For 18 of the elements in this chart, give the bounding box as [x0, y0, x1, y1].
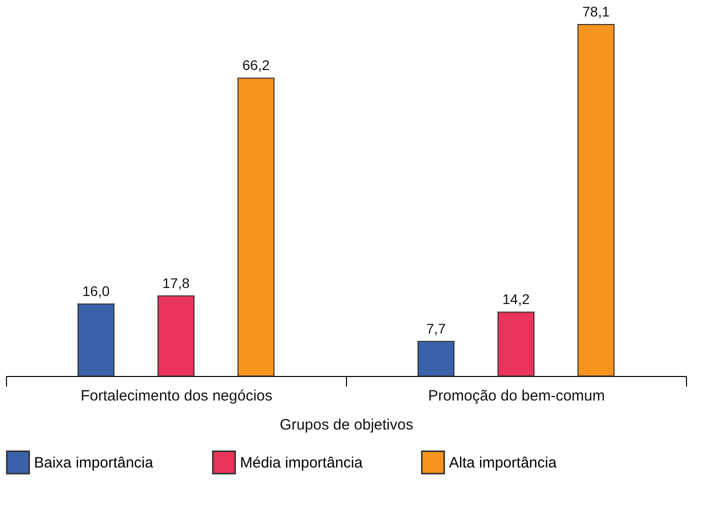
data-label: 66,2 — [242, 57, 270, 74]
x-tick-label: Promoção do bem-comum — [428, 388, 605, 404]
x-tick-label: Fortalecimento dos negócios — [80, 388, 272, 404]
legend-label: Alta importância — [449, 454, 558, 472]
data-label: 14,2 — [502, 291, 530, 308]
x-axis-title: Grupos de objetivos — [280, 416, 414, 434]
data-label: 78,1 — [582, 4, 610, 20]
bar — [578, 24, 614, 376]
bar — [238, 78, 274, 376]
bar — [498, 312, 534, 376]
bar — [78, 304, 114, 376]
bar — [158, 295, 194, 376]
bar — [418, 340, 454, 376]
data-label: 17,8 — [162, 274, 190, 291]
legend-label: Média importância — [240, 454, 364, 472]
data-label: 16,0 — [82, 283, 110, 299]
data-label: 7,7 — [426, 320, 446, 336]
legend-label: Baixa importância — [34, 454, 154, 472]
